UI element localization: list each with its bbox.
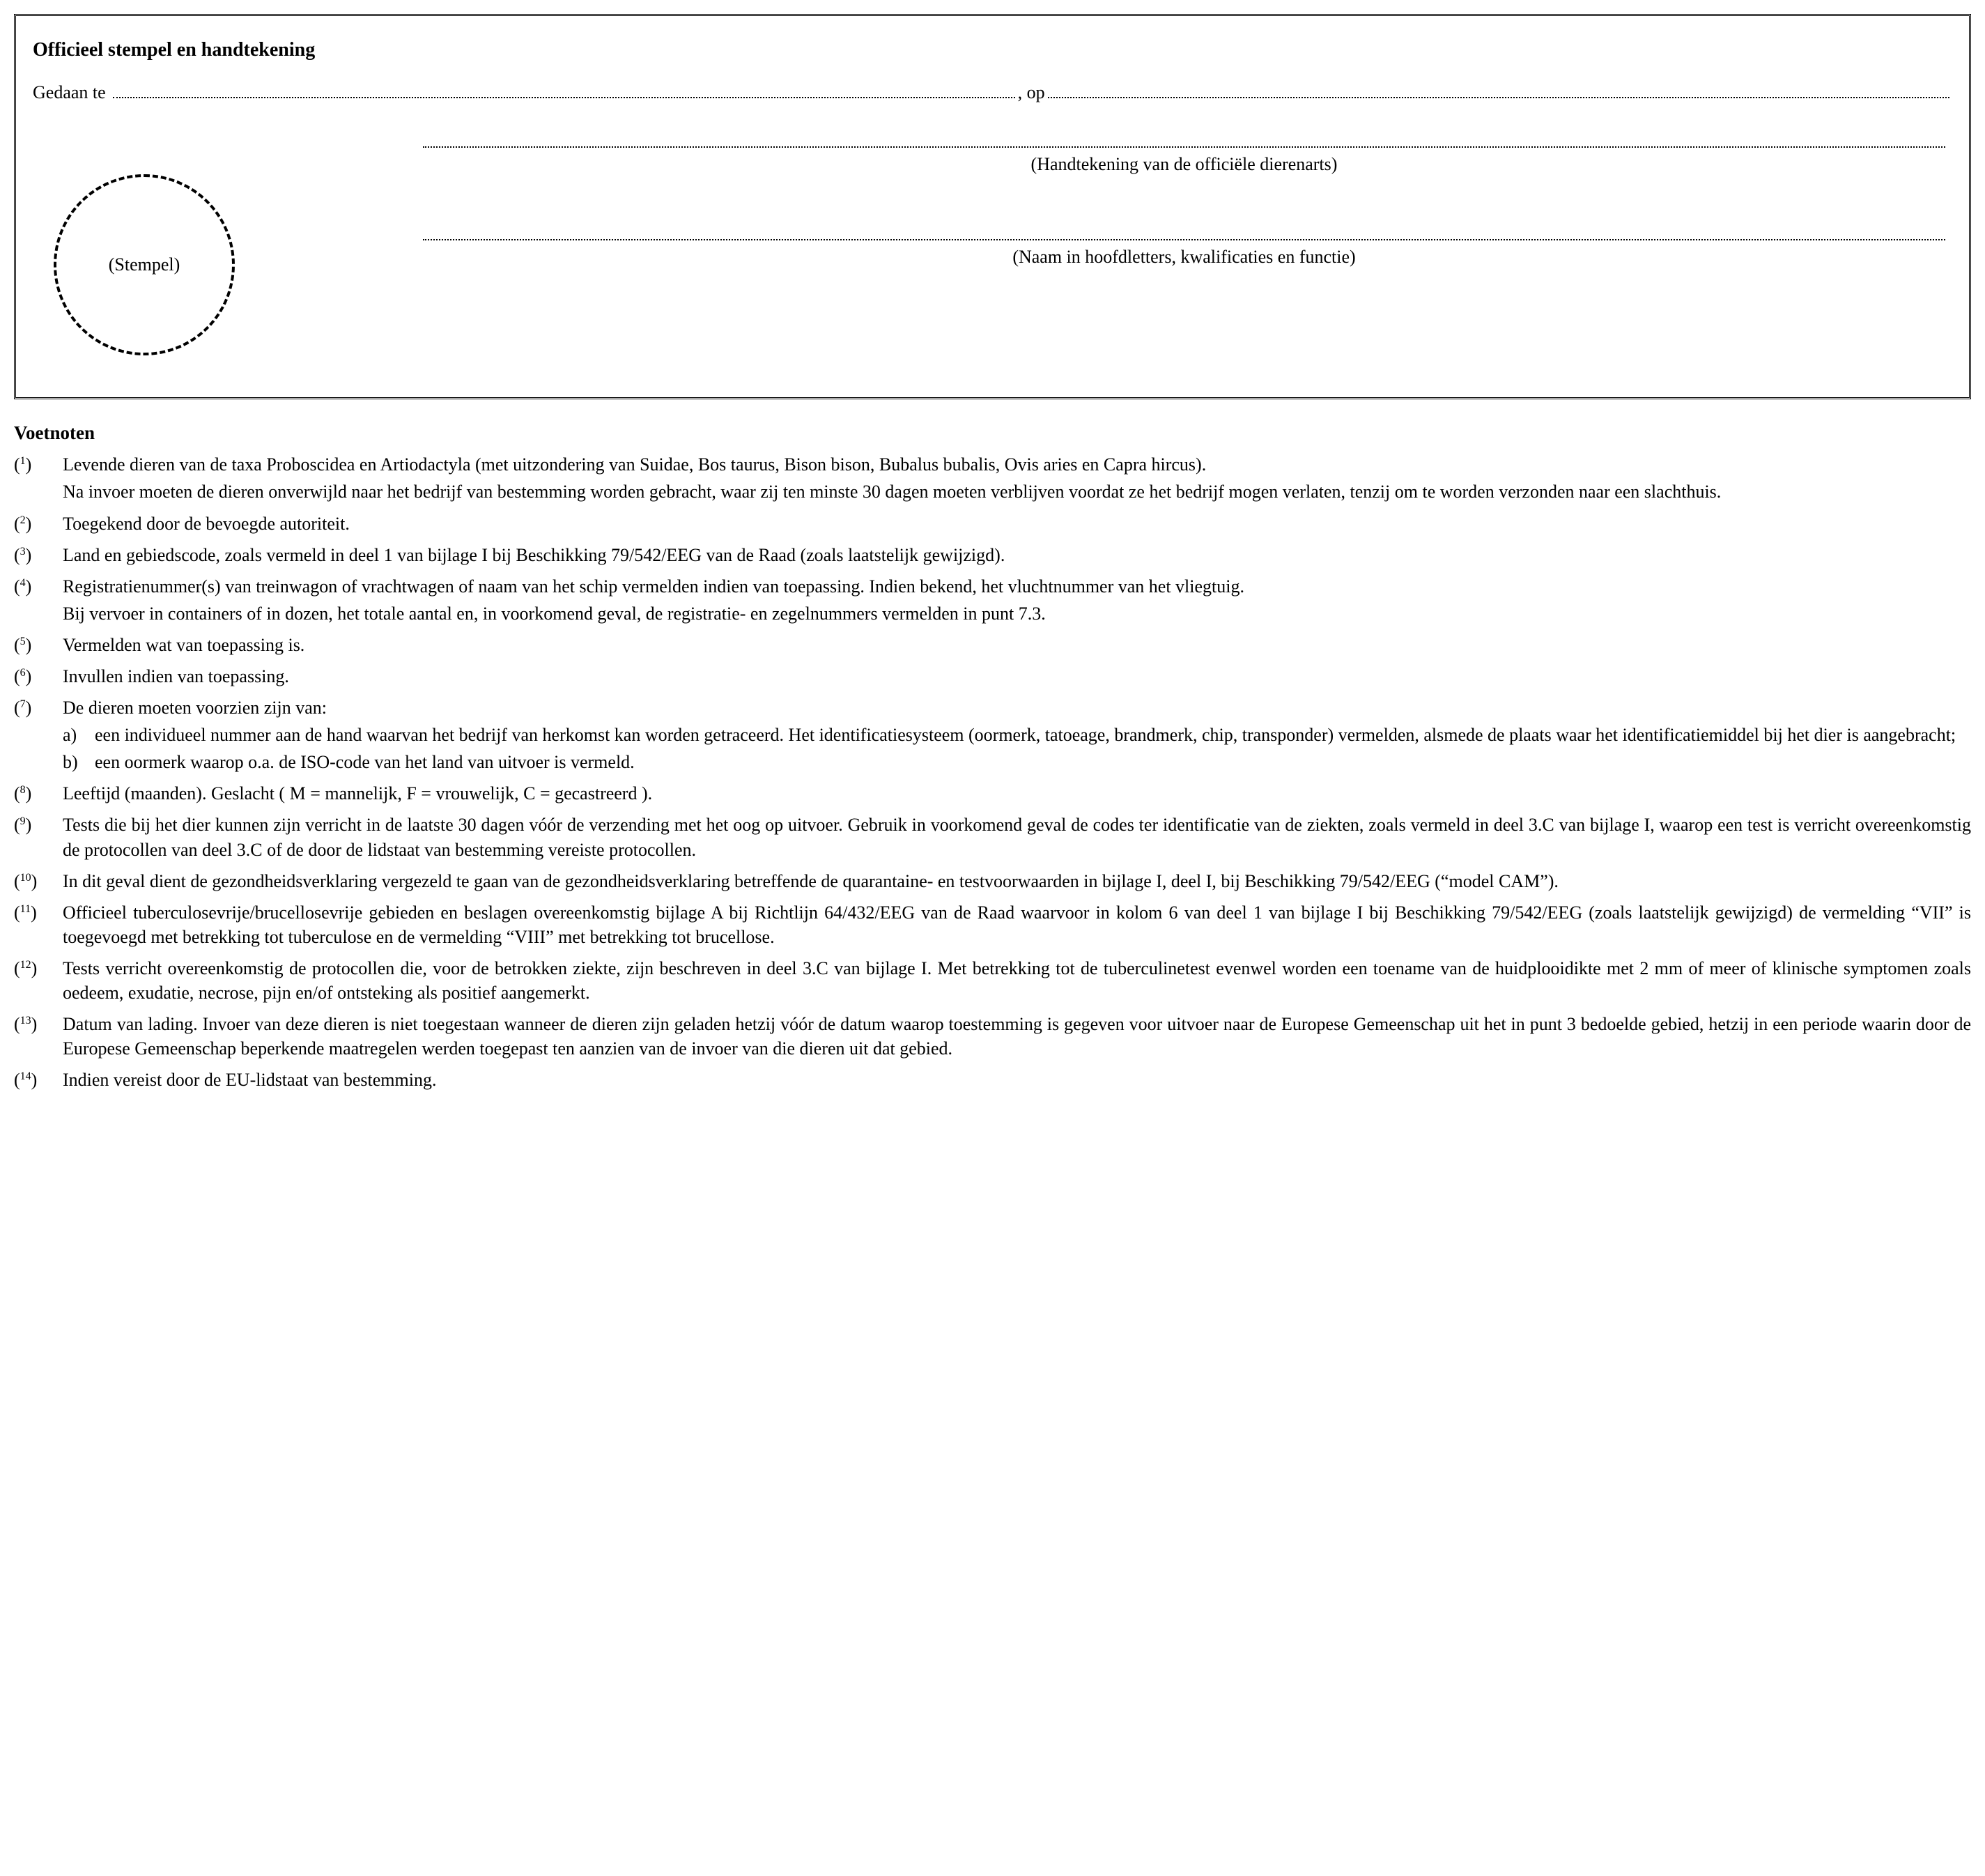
- footnote-subitem: a)een individueel nummer aan de hand waa…: [63, 723, 1971, 747]
- footnote-row: (4)Registratienummer(s) van treinwagon o…: [14, 574, 1971, 629]
- footnote-text: De dieren moeten voorzien zijn van:: [63, 695, 1971, 720]
- footnote-body: Registratienummer(s) van treinwagon of v…: [63, 574, 1971, 629]
- footnote-row: (3)Land en gebiedscode, zoals vermeld in…: [14, 543, 1971, 570]
- footnote-subitem-text: een oormerk waarop o.a. de ISO-code van …: [95, 750, 1971, 774]
- footnote-marker: (12): [14, 956, 63, 981]
- stamp-label: (Stempel): [109, 252, 180, 277]
- footnotes-list: (1)Levende dieren van de taxa Proboscide…: [14, 452, 1971, 1095]
- footnote-body: De dieren moeten voorzien zijn van: a)een…: [63, 695, 1971, 777]
- footnote-marker: (10): [14, 869, 63, 893]
- footnote-body: Vermelden wat van toepassing is.: [63, 633, 1971, 660]
- footnote-row: (12)Tests verricht overeenkomstig de pro…: [14, 956, 1971, 1008]
- footnote-marker: (3): [14, 543, 63, 567]
- footnote-subitem: b)een oormerk waarop o.a. de ISO-code va…: [63, 750, 1971, 774]
- section-title: Officieel stempel en handtekening: [33, 37, 1952, 63]
- signature-box: Officieel stempel en handtekening Gedaan…: [14, 14, 1971, 399]
- footnote-row: (14)Indien vereist door de EU-lidstaat v…: [14, 1068, 1971, 1095]
- footnote-marker: (11): [14, 900, 63, 925]
- footnote-body: Leeftijd (maanden). Geslacht ( M = manne…: [63, 781, 1971, 808]
- footnotes-title: Voetnoten: [14, 420, 1971, 445]
- footnote-text: Vermelden wat van toepassing is.: [63, 633, 1971, 657]
- footnote-marker: (4): [14, 574, 63, 599]
- footnote-text: Officieel tuberculosevrije/brucellosevri…: [63, 900, 1971, 949]
- footnote-row: (1)Levende dieren van de taxa Proboscide…: [14, 452, 1971, 507]
- footnote-marker: (8): [14, 781, 63, 806]
- on-label: , op: [1018, 80, 1045, 105]
- footnote-body: Datum van lading. Invoer van deze dieren…: [63, 1012, 1971, 1063]
- footnote-text: Land en gebiedscode, zoals vermeld in de…: [63, 543, 1971, 567]
- footnote-text: Registratienummer(s) van treinwagon of v…: [63, 574, 1971, 599]
- footnote-row: (6)Invullen indien van toepassing.: [14, 664, 1971, 691]
- footnote-text: Tests die bij het dier kunnen zijn verri…: [63, 813, 1971, 861]
- footnote-body: Officieel tuberculosevrije/brucellosevri…: [63, 900, 1971, 952]
- footnote-body: Tests die bij het dier kunnen zijn verri…: [63, 813, 1971, 864]
- footnote-row: (5)Vermelden wat van toepassing is.: [14, 633, 1971, 660]
- footnote-body: Toegekend door de bevoegde autoriteit.: [63, 512, 1971, 539]
- footnote-body: Tests verricht overeenkomstig de protoco…: [63, 956, 1971, 1008]
- signature-line-2: [423, 239, 1945, 240]
- footnote-row: (9)Tests die bij het dier kunnen zijn ve…: [14, 813, 1971, 864]
- signature-lines-column: (Handtekening van de officiële dierenart…: [298, 146, 1952, 269]
- footnote-row: (10)In dit geval dient de gezondheidsver…: [14, 869, 1971, 896]
- footnote-marker: (9): [14, 813, 63, 837]
- signature-block-1: (Handtekening van de officiële dierenart…: [423, 146, 1945, 176]
- footnote-marker: (13): [14, 1012, 63, 1036]
- signature-block-2: (Naam in hoofdletters, kwalificaties en …: [423, 239, 1945, 269]
- signature-caption-1: (Handtekening van de officiële dierenart…: [423, 152, 1945, 176]
- footnote-text: Leeftijd (maanden). Geslacht ( M = manne…: [63, 781, 1971, 806]
- done-at-fill: [113, 80, 1014, 98]
- footnote-body: In dit geval dient de gezondheidsverklar…: [63, 869, 1971, 896]
- footnote-marker: (2): [14, 512, 63, 536]
- footnote-row: (13)Datum van lading. Invoer van deze di…: [14, 1012, 1971, 1063]
- footnote-marker: (7): [14, 695, 63, 720]
- footnote-marker: (6): [14, 664, 63, 689]
- done-at-label: Gedaan te: [33, 80, 106, 105]
- footnote-body: Levende dieren van de taxa Proboscidea e…: [63, 452, 1971, 507]
- footnote-text: Datum van lading. Invoer van deze dieren…: [63, 1012, 1971, 1061]
- footnote-text: Na invoer moeten de dieren onverwijld na…: [63, 479, 1971, 504]
- footnote-body: Indien vereist door de EU-lidstaat van b…: [63, 1068, 1971, 1095]
- footnote-row: (7)De dieren moeten voorzien zijn van: a)…: [14, 695, 1971, 777]
- signature-caption-2: (Naam in hoofdletters, kwalificaties en …: [423, 245, 1945, 269]
- signature-line-1: [423, 146, 1945, 148]
- footnote-body: Invullen indien van toepassing.: [63, 664, 1971, 691]
- footnote-text: Levende dieren van de taxa Proboscidea e…: [63, 452, 1971, 477]
- footnote-subitem-marker: a): [63, 723, 95, 747]
- signature-row: (Stempel) (Handtekening van de officiële…: [33, 146, 1952, 355]
- stamp-column: (Stempel): [33, 146, 298, 355]
- footnote-text: In dit geval dient de gezondheidsverklar…: [63, 869, 1971, 893]
- footnote-marker: (5): [14, 633, 63, 657]
- footnote-text: Indien vereist door de EU-lidstaat van b…: [63, 1068, 1971, 1092]
- footnote-subitem-marker: b): [63, 750, 95, 774]
- footnote-body: Land en gebiedscode, zoals vermeld in de…: [63, 543, 1971, 570]
- footnote-marker: (1): [14, 452, 63, 477]
- footnote-text: Invullen indien van toepassing.: [63, 664, 1971, 689]
- footnote-row: (2)Toegekend door de bevoegde autoriteit…: [14, 512, 1971, 539]
- footnote-text: Tests verricht overeenkomstig de protoco…: [63, 956, 1971, 1005]
- footnote-text: Bij vervoer in containers of in dozen, h…: [63, 601, 1971, 626]
- stamp-circle: (Stempel): [54, 174, 235, 355]
- footnote-marker: (14): [14, 1068, 63, 1092]
- done-at-line: Gedaan te , op: [33, 80, 1952, 105]
- footnote-subitem-text: een individueel nummer aan de hand waarv…: [95, 723, 1971, 747]
- footnote-row: (8)Leeftijd (maanden). Geslacht ( M = ma…: [14, 781, 1971, 808]
- footnote-row: (11)Officieel tuberculosevrije/brucellos…: [14, 900, 1971, 952]
- on-date-fill: [1048, 80, 1949, 98]
- footnote-text: Toegekend door de bevoegde autoriteit.: [63, 512, 1971, 536]
